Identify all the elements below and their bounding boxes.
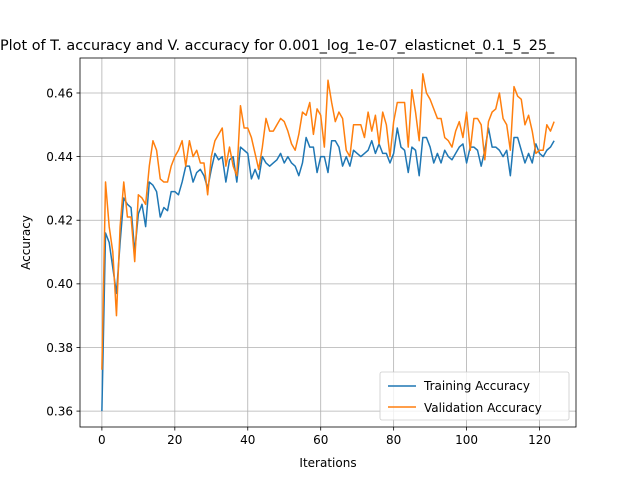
x-tick-label: 80 — [386, 433, 401, 447]
series-lines — [101, 73, 555, 412]
y-tick-label: 0.44 — [46, 150, 73, 164]
x-axis-label: Iterations — [299, 456, 356, 470]
y-tick-label: 0.46 — [46, 86, 73, 100]
x-tick-label: 20 — [167, 433, 182, 447]
validation-accuracy-line — [101, 73, 555, 370]
x-tick-label: 60 — [313, 433, 328, 447]
y-tick-label: 0.36 — [46, 404, 73, 418]
axis-ticks: 0 20 40 60 80 100 120 0.36 0.38 0.40 0.42 0.44 0.46 — [46, 86, 551, 447]
x-tick-label: 120 — [528, 433, 551, 447]
y-tick-label: 0.42 — [46, 214, 73, 228]
legend-box — [379, 371, 570, 421]
training-accuracy-line — [101, 127, 555, 412]
chart-title: Plot of T. accuracy and V. accuracy for … — [0, 38, 555, 54]
y-tick-label: 0.38 — [46, 341, 73, 355]
y-tick-label: 0.40 — [46, 277, 73, 291]
x-tick-label: 0 — [98, 433, 106, 447]
plot-area — [80, 58, 576, 427]
axes-frame — [79, 57, 577, 428]
x-tick-label: 100 — [455, 433, 478, 447]
legend-label-training: Training Accuracy — [423, 379, 530, 393]
y-axis-label: Accuracy — [19, 215, 33, 270]
legend-label-validation: Validation Accuracy — [424, 401, 542, 415]
x-tick-label: 40 — [240, 433, 255, 447]
legend: Training Accuracy Validation Accuracy — [379, 371, 570, 421]
